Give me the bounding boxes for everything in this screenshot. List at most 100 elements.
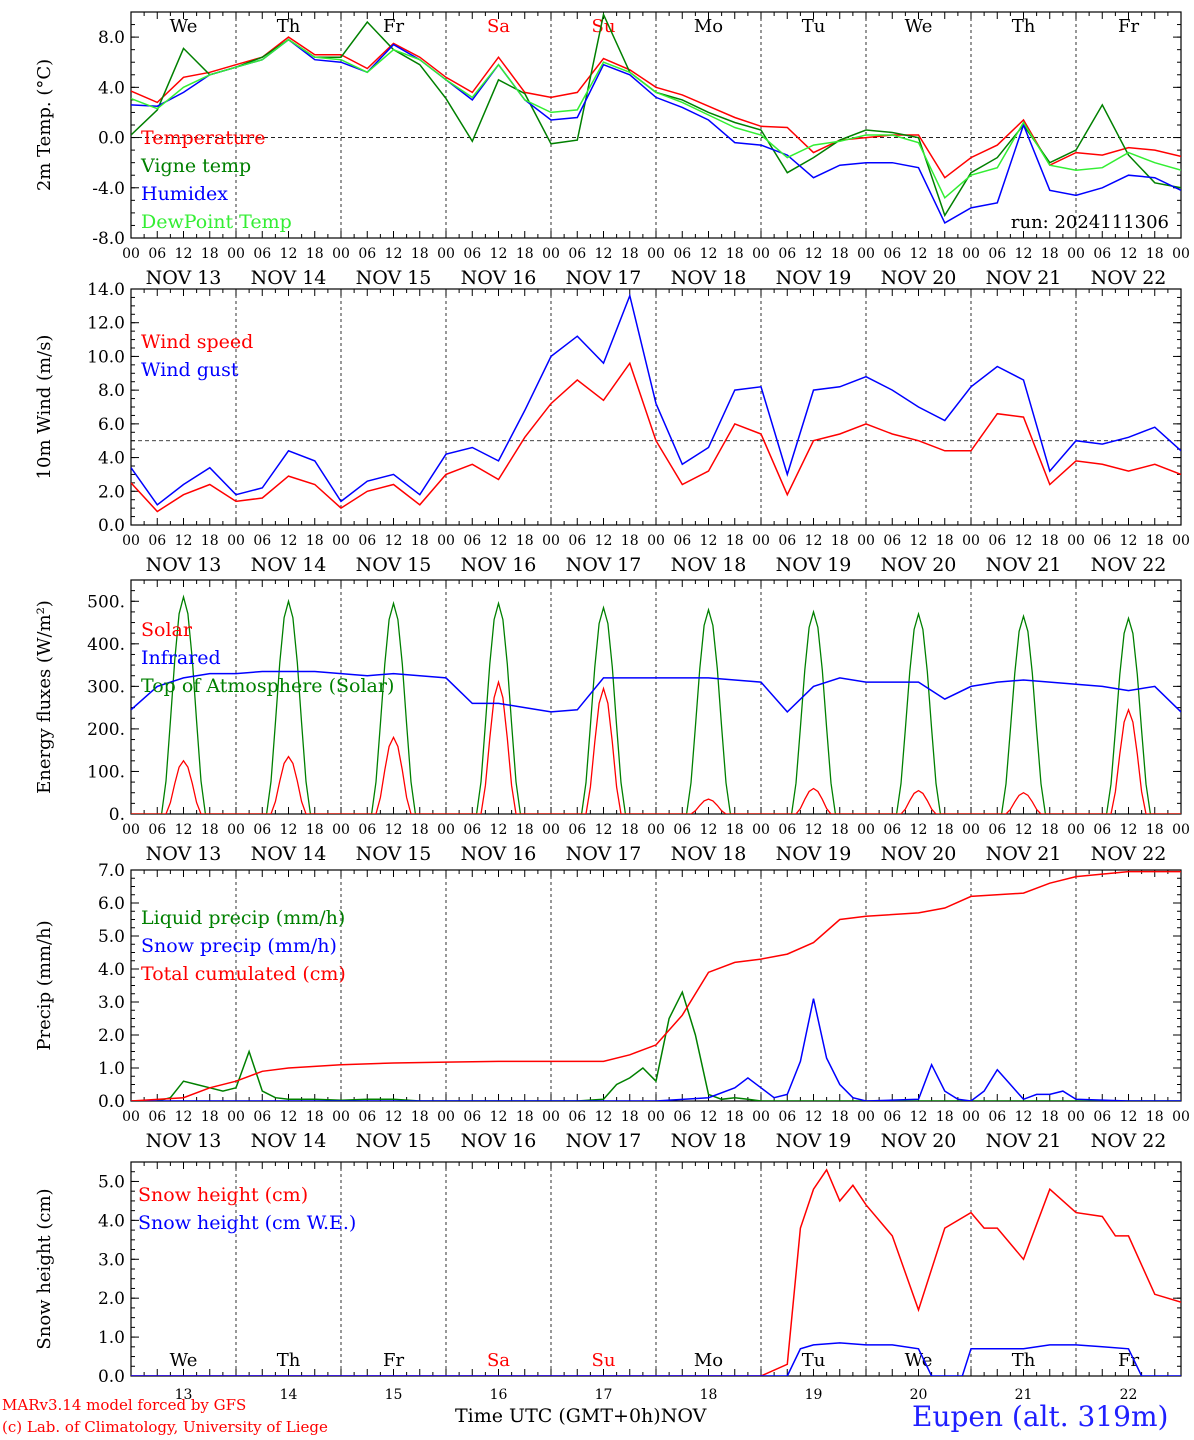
x-date-label: NOV 16 xyxy=(461,267,537,289)
x-hour-label: 18 xyxy=(516,246,534,262)
x-hour-label: 12 xyxy=(175,822,193,838)
x-hour-label: 12 xyxy=(1015,533,1033,549)
legend-entry: Snow precip (mm/h) xyxy=(141,935,337,957)
series-line-infrared xyxy=(131,670,1181,713)
x-hour-label: 06 xyxy=(673,1109,691,1125)
y-tick-label: 10.0 xyxy=(87,347,125,367)
x-hour-label: 00 xyxy=(857,533,875,549)
y-tick-label: 7.0 xyxy=(98,861,125,881)
y-tick-label: 6.0 xyxy=(98,894,125,914)
x-hour-label: 06 xyxy=(568,1109,586,1125)
x-hour-label: 00 xyxy=(1067,822,1085,838)
x-hour-label: 06 xyxy=(883,1109,901,1125)
x-hour-label: 00 xyxy=(1172,533,1190,549)
x-hour-label: 00 xyxy=(1067,246,1085,262)
x-hour-label: 18 xyxy=(411,822,429,838)
x-hour-label: 00 xyxy=(1172,822,1190,838)
x-date-label: NOV 19 xyxy=(776,554,852,576)
x-hour-label: 18 xyxy=(306,246,324,262)
x-hour-label: 18 xyxy=(831,533,849,549)
model-credit-line-2: (c) Lab. of Climatology, University of L… xyxy=(2,1418,328,1436)
x-hour-label: 00 xyxy=(857,1109,875,1125)
y-tick-label: 1.0 xyxy=(98,1328,125,1348)
x-date-label: NOV 17 xyxy=(566,1130,642,1152)
x-hour-label: 06 xyxy=(883,246,901,262)
x-hour-label: 18 xyxy=(306,1109,324,1125)
x-date-label: NOV 18 xyxy=(671,554,747,576)
x-hour-label: 18 xyxy=(1041,1109,1059,1125)
x-date-label: NOV 17 xyxy=(566,843,642,865)
y-tick-label: 4.0 xyxy=(98,449,125,469)
legend-entry: Infrared xyxy=(141,647,221,669)
x-hour-label: 06 xyxy=(148,822,166,838)
x-hour-label: 00 xyxy=(542,1109,560,1125)
x-hour-label: 12 xyxy=(1120,246,1138,262)
x-date-label: NOV 15 xyxy=(356,1130,432,1152)
x-hour-label: 18 xyxy=(201,246,219,262)
x-hour-label: 00 xyxy=(857,246,875,262)
x-hour-label: 00 xyxy=(122,822,140,838)
x-hour-label: 00 xyxy=(1067,533,1085,549)
weekday-label: Su xyxy=(592,16,616,37)
x-hour-label: 12 xyxy=(700,246,718,262)
x-date-label: NOV 14 xyxy=(251,1130,327,1152)
x-hour-label: 06 xyxy=(1093,533,1111,549)
y-tick-label: 4.0 xyxy=(98,1211,125,1231)
x-date-label: NOV 19 xyxy=(776,1130,852,1152)
day-number-label: 17 xyxy=(595,1387,613,1403)
x-hour-label: 00 xyxy=(332,822,350,838)
x-hour-label: 18 xyxy=(411,1109,429,1125)
x-hour-label: 18 xyxy=(1041,822,1059,838)
x-hour-label: 18 xyxy=(1041,246,1059,262)
x-hour-label: 06 xyxy=(358,533,376,549)
x-hour-label: 00 xyxy=(542,822,560,838)
x-hour-label: 06 xyxy=(148,533,166,549)
x-hour-label: 06 xyxy=(778,822,796,838)
x-hour-label: 06 xyxy=(358,822,376,838)
y-tick-label: 6.0 xyxy=(98,415,125,435)
x-hour-label: 06 xyxy=(568,533,586,549)
series-line-snow-height-cm-w-e- xyxy=(131,1342,1181,1376)
series-line-temperature xyxy=(131,36,1181,179)
y-axis-label: 10m Wind (m/s) xyxy=(34,335,55,480)
x-date-label: NOV 13 xyxy=(146,1130,222,1152)
legend-entry: Snow height (cm) xyxy=(138,1184,308,1206)
x-hour-label: 00 xyxy=(857,822,875,838)
x-hour-label: 18 xyxy=(936,822,954,838)
x-hour-label: 12 xyxy=(490,246,508,262)
x-date-label: NOV 22 xyxy=(1091,843,1167,865)
x-hour-label: 00 xyxy=(332,246,350,262)
x-hour-label: 00 xyxy=(962,1109,980,1125)
x-hour-label: 00 xyxy=(1172,1109,1190,1125)
x-date-label: NOV 14 xyxy=(251,554,327,576)
x-hour-label: 18 xyxy=(516,533,534,549)
y-tick-label: 2.0 xyxy=(98,1289,125,1309)
legend-entry: Wind gust xyxy=(141,359,239,381)
y-axis-label: Snow height (cm) xyxy=(34,1188,55,1349)
x-hour-label: 18 xyxy=(726,533,744,549)
x-hour-label: 06 xyxy=(1093,822,1111,838)
weekday-label: We xyxy=(905,16,933,37)
x-hour-label: 18 xyxy=(936,1109,954,1125)
x-hour-label: 06 xyxy=(358,246,376,262)
y-tick-label: 2.0 xyxy=(98,1026,125,1046)
legend-entry: Liquid precip (mm/h) xyxy=(141,907,345,929)
x-hour-label: 12 xyxy=(175,246,193,262)
x-hour-label: 06 xyxy=(463,822,481,838)
x-hour-label: 06 xyxy=(673,533,691,549)
legend-entry: Temperature xyxy=(141,127,265,149)
x-hour-label: 06 xyxy=(148,1109,166,1125)
x-hour-label: 12 xyxy=(595,246,613,262)
y-tick-label: 300. xyxy=(87,677,125,697)
day-number-label: 15 xyxy=(385,1387,403,1403)
x-hour-label: 00 xyxy=(647,1109,665,1125)
day-number-label: 14 xyxy=(280,1387,298,1403)
weekday-label: Mo xyxy=(694,1350,723,1371)
y-tick-label: 500. xyxy=(87,592,125,612)
x-hour-label: 18 xyxy=(621,822,639,838)
x-hour-label: 06 xyxy=(1093,246,1111,262)
x-hour-label: 06 xyxy=(253,822,271,838)
day-number-label: 18 xyxy=(700,1387,718,1403)
weekday-label: Su xyxy=(592,1350,616,1371)
x-hour-label: 12 xyxy=(280,1109,298,1125)
